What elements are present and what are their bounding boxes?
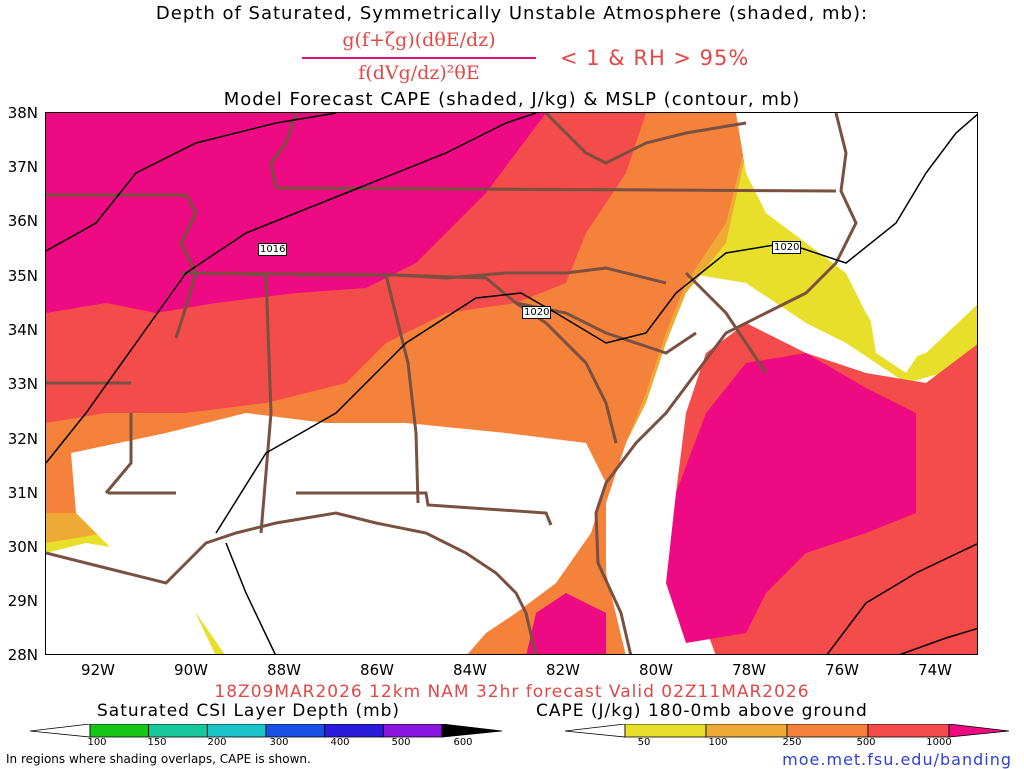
formula-denominator: f(dVg/dz)²θE bbox=[358, 62, 480, 84]
lat-label: 36N bbox=[7, 212, 38, 230]
csi-tick: 100 bbox=[87, 737, 107, 748]
isobar-1016 bbox=[46, 113, 537, 464]
cape-colorbar bbox=[565, 724, 1010, 738]
csi-tick: 500 bbox=[391, 737, 411, 748]
csi-colorbar-title: Saturated CSI Layer Depth (mb) bbox=[97, 701, 401, 721]
lon-label: 92W bbox=[81, 661, 115, 679]
formula-condition: < 1 & RH > 95% bbox=[560, 46, 750, 70]
fraction-bar bbox=[302, 57, 536, 59]
isobar-label: 1020 bbox=[522, 306, 552, 319]
isobar-1016-north bbox=[46, 113, 337, 252]
colorbar-segment bbox=[265, 724, 326, 738]
isobar-1024-se bbox=[826, 543, 977, 654]
cape-magenta-gulf bbox=[526, 593, 606, 654]
lat-label: 28N bbox=[7, 646, 38, 664]
isobar-1024-se2 bbox=[899, 627, 977, 654]
colorbar-segment bbox=[867, 724, 950, 738]
map-canvas bbox=[46, 113, 977, 654]
colorbar-arrow-right bbox=[441, 724, 503, 738]
cape-colorbar-title: CAPE (J/kg) 180-0mb above ground bbox=[536, 701, 868, 721]
no-cape-atlantic-ne bbox=[736, 113, 977, 363]
cape-tick: 500 bbox=[856, 737, 876, 748]
formula-numerator: g(f+ζg)(dθE/dz) bbox=[342, 29, 496, 51]
csi-tick: 150 bbox=[147, 737, 167, 748]
csi-tick: 400 bbox=[330, 737, 350, 748]
no-cape-gulf bbox=[71, 413, 606, 654]
cape-magenta-atlantic bbox=[666, 353, 916, 643]
overlap-note: In regions where shading overlaps, CAPE … bbox=[6, 752, 311, 766]
colorbar-segment bbox=[148, 724, 208, 738]
lon-label: 78W bbox=[732, 661, 766, 679]
forecast-map: 1016 1020 1020 bbox=[45, 112, 978, 655]
no-cape-atlantic-e bbox=[866, 293, 926, 373]
lon-label: 82W bbox=[546, 661, 580, 679]
lon-label: 80W bbox=[639, 661, 673, 679]
lon-label: 88W bbox=[267, 661, 301, 679]
colorbar-arrow-left bbox=[30, 724, 91, 738]
colorbar-segment bbox=[89, 724, 150, 738]
lat-label: 30N bbox=[7, 538, 38, 556]
lon-label: 74W bbox=[918, 661, 952, 679]
colorbar-segment bbox=[324, 724, 384, 738]
lon-label: 84W bbox=[453, 661, 487, 679]
isobar-label: 1020 bbox=[772, 241, 802, 254]
formula-fraction: g(f+ζg)(dθE/dz) f(dVg/dz)²θE bbox=[300, 29, 538, 87]
lat-label: 32N bbox=[7, 430, 38, 448]
cape-tick: 100 bbox=[708, 737, 728, 748]
mslp-isobars bbox=[46, 113, 977, 654]
lat-label: 35N bbox=[7, 267, 38, 285]
lon-label: 90W bbox=[174, 661, 208, 679]
colorbar-segment bbox=[382, 724, 443, 738]
cape-tick: 1000 bbox=[926, 737, 952, 748]
colorbar-segment bbox=[705, 724, 788, 738]
csi-colorbar bbox=[30, 724, 503, 738]
title-line-1: Depth of Saturated, Symmetrically Unstab… bbox=[155, 3, 869, 24]
source-url[interactable]: moe.met.fsu.edu/banding bbox=[782, 750, 1012, 769]
lat-label: 29N bbox=[7, 592, 38, 610]
lat-label: 38N bbox=[7, 104, 38, 122]
colorbar-segment bbox=[624, 724, 707, 738]
lon-label: 86W bbox=[360, 661, 394, 679]
title-line-3: Model Forecast CAPE (shaded, J/kg) & MSL… bbox=[223, 89, 801, 110]
isobar-label: 1016 bbox=[258, 243, 288, 256]
lon-label: 76W bbox=[825, 661, 859, 679]
colorbar-segment bbox=[206, 724, 267, 738]
colorbar-segment bbox=[786, 724, 869, 738]
colorbar-arrow-left bbox=[565, 724, 626, 738]
lat-label: 31N bbox=[7, 484, 38, 502]
lat-label: 37N bbox=[7, 158, 38, 176]
csi-tick: 200 bbox=[207, 737, 227, 748]
colorbar-arrow-right bbox=[948, 724, 1010, 738]
isobar-1020-south bbox=[225, 542, 276, 654]
lat-label: 34N bbox=[7, 321, 38, 339]
csi-tick: 600 bbox=[453, 737, 473, 748]
cape-tick: 250 bbox=[782, 737, 802, 748]
lat-label: 33N bbox=[7, 375, 38, 393]
forecast-valid-line: 18Z09MAR2026 12km NAM 32hr forecast Vali… bbox=[214, 682, 810, 702]
isobar-1020 bbox=[215, 113, 977, 534]
cape-tick: 50 bbox=[637, 737, 651, 748]
csi-tick: 300 bbox=[269, 737, 289, 748]
